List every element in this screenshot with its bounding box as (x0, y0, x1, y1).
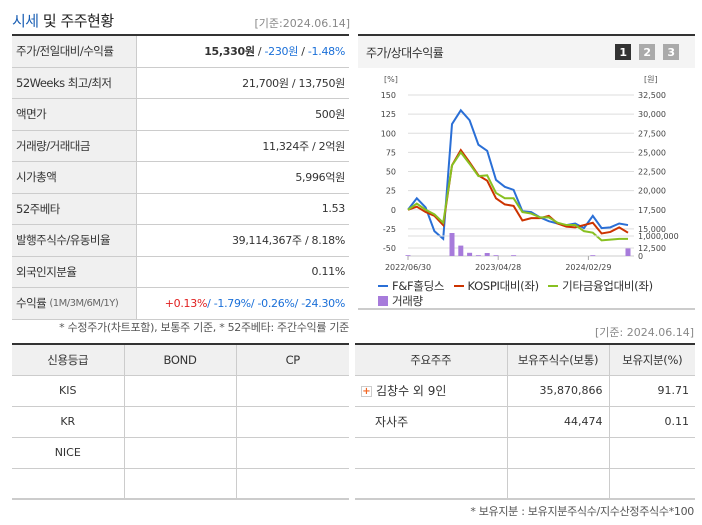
chart-panel: 주가/상대수익률 1 2 3 [%] [원] 150 32,500 125 30,000 1… (358, 34, 695, 310)
label-52weeks: 52Weeks 최고/최저 (12, 67, 137, 98)
value-par: 500원 (315, 108, 345, 122)
major-holders-table: 주요주주 보유주식수(보통) 보유지분(%) + 김창수 외 9인 35,870,… (355, 343, 695, 500)
row-volume: 거래량/거래대금 11,324주 / 2억원 (12, 130, 349, 162)
col-shares: 보유주식수(보통) (506, 344, 609, 376)
svg-text:2022/06/30: 2022/06/30 (385, 263, 431, 272)
svg-text:27,500: 27,500 (638, 129, 666, 138)
svg-text:0: 0 (391, 206, 396, 215)
page-title: 시세 및 주주현황 (12, 12, 114, 30)
expand-icon[interactable]: + (361, 386, 372, 397)
row-par: 액면가 500원 (12, 99, 349, 131)
col-cp: CP (235, 344, 349, 376)
label-returns: 수익률 (1M/3M/6M/1Y) (12, 288, 137, 319)
label-volume: 거래량/거래대금 (12, 130, 137, 161)
label-par: 액면가 (12, 99, 137, 130)
chart-tab-2[interactable]: 2 (639, 44, 655, 60)
row-beta: 52주베타 1.53 (12, 193, 349, 225)
svg-text:100: 100 (381, 129, 396, 138)
table-row (355, 437, 695, 469)
holders-base-date: [기준: 2024.06.14] (594, 326, 694, 339)
base-date: [기준:2024.06.14] (254, 17, 350, 30)
value-shares: 39,114,367주 / 8.18% (231, 234, 345, 248)
svg-text:25,000: 25,000 (638, 148, 666, 157)
label-price: 주가/전일대비/수익률 (12, 36, 137, 67)
value-foreign: 0.11% (311, 265, 346, 279)
svg-text:20,000: 20,000 (638, 187, 666, 196)
row-returns: 수익률 (1M/3M/6M/1Y) +0.13%/ -1.79%/ -0.26%… (12, 288, 349, 320)
svg-text:17,500: 17,500 (638, 206, 666, 215)
chart-tab-3[interactable]: 3 (663, 44, 679, 60)
table-row: KR (12, 406, 349, 438)
chart-tabs: 1 2 3 (615, 44, 679, 60)
label-marketcap: 시가총액 (12, 162, 137, 193)
relative-return-chart: [%] [원] 150 32,500 125 30,000 100 27,500 75 25,00… (381, 75, 679, 272)
table-row: KIS (12, 375, 349, 407)
label-foreign: 외국인지분율 (12, 256, 137, 287)
svg-text:2023/04/28: 2023/04/28 (475, 263, 521, 272)
price-summary-table: 주가/전일대비/수익률 15,330원 / -230원 / -1.48% 52W… (12, 34, 349, 320)
chart-title: 주가/상대수익률 (366, 45, 444, 60)
chart-legend: F&F홀딩스 KOSPI대비(좌) 기타금융업대비(좌) 거래량 (378, 276, 698, 310)
svg-text:12,500: 12,500 (638, 244, 666, 253)
value-52weeks: 21,700원 / 13,750원 (242, 76, 345, 90)
svg-text:-25: -25 (383, 225, 396, 234)
row-52weeks: 52Weeks 최고/최저 21,700원 / 13,750원 (12, 67, 349, 99)
label-beta: 52주베타 (12, 193, 137, 224)
col-holder: 주요주주 (355, 344, 507, 376)
svg-text:125: 125 (381, 110, 396, 119)
svg-text:30,000: 30,000 (638, 110, 666, 119)
legend-ff: F&F홀딩스 (378, 279, 444, 294)
table-row (12, 468, 349, 500)
col-rating: 신용등급 (12, 344, 124, 376)
table-row: + 김창수 외 9인 35,870,866 91.71 (355, 375, 695, 407)
svg-text:1,000,000: 1,000,000 (638, 232, 679, 241)
svg-text:25: 25 (386, 187, 396, 196)
svg-text:75: 75 (386, 148, 396, 157)
holders-note: * 보유지분 : 보유지분주식수/지수산정주식수*100 (470, 505, 694, 518)
legend-sector: 기타금융업대비(좌) (548, 279, 653, 294)
row-shares: 발행주식수/유동비율 39,114,367주 / 8.18% (12, 225, 349, 257)
svg-text:2024/02/29: 2024/02/29 (565, 263, 611, 272)
table-row (355, 468, 695, 500)
credit-rating-table: 신용등급 BOND CP KIS KR NICE (12, 343, 349, 500)
svg-text:50: 50 (386, 168, 396, 177)
svg-text:0: 0 (638, 252, 643, 261)
value-volume: 11,324주 / 2억원 (262, 139, 345, 153)
row-foreign: 외국인지분율 0.11% (12, 256, 349, 288)
value-beta: 1.53 (321, 202, 346, 216)
table-row: NICE (12, 437, 349, 469)
row-price: 주가/전일대비/수익률 15,330원 / -230원 / -1.48% (12, 36, 349, 68)
svg-text:22,500: 22,500 (638, 168, 666, 177)
label-shares: 발행주식수/유동비율 (12, 225, 137, 256)
svg-text:[%]: [%] (384, 75, 398, 84)
svg-text:150: 150 (381, 91, 396, 100)
svg-text:32,500: 32,500 (638, 91, 666, 100)
col-pct: 보유지분(%) (608, 344, 695, 376)
legend-kospi: KOSPI대비(좌) (453, 279, 539, 294)
summary-note: * 수정주가(차트포함), 보통주 기준, * 52주베타: 주간수익률 기준 (59, 321, 349, 334)
table-row: 자사주 44,474 0.11 (355, 406, 695, 438)
row-marketcap: 시가총액 5,996억원 (12, 162, 349, 194)
chart-tab-1[interactable]: 1 (615, 44, 631, 60)
svg-text:-50: -50 (383, 244, 396, 253)
svg-text:15,000: 15,000 (638, 225, 666, 234)
col-bond: BOND (123, 344, 236, 376)
chart-header: 주가/상대수익률 1 2 3 (358, 36, 695, 68)
legend-volume: 거래량 (378, 294, 423, 309)
value-price: 15,330원 / -230원 / -1.48% (204, 45, 345, 59)
value-returns: +0.13%/ -1.79%/ -0.26%/ -24.30% (164, 296, 346, 310)
value-marketcap: 5,996억원 (295, 171, 345, 185)
svg-text:[원]: [원] (644, 75, 658, 84)
